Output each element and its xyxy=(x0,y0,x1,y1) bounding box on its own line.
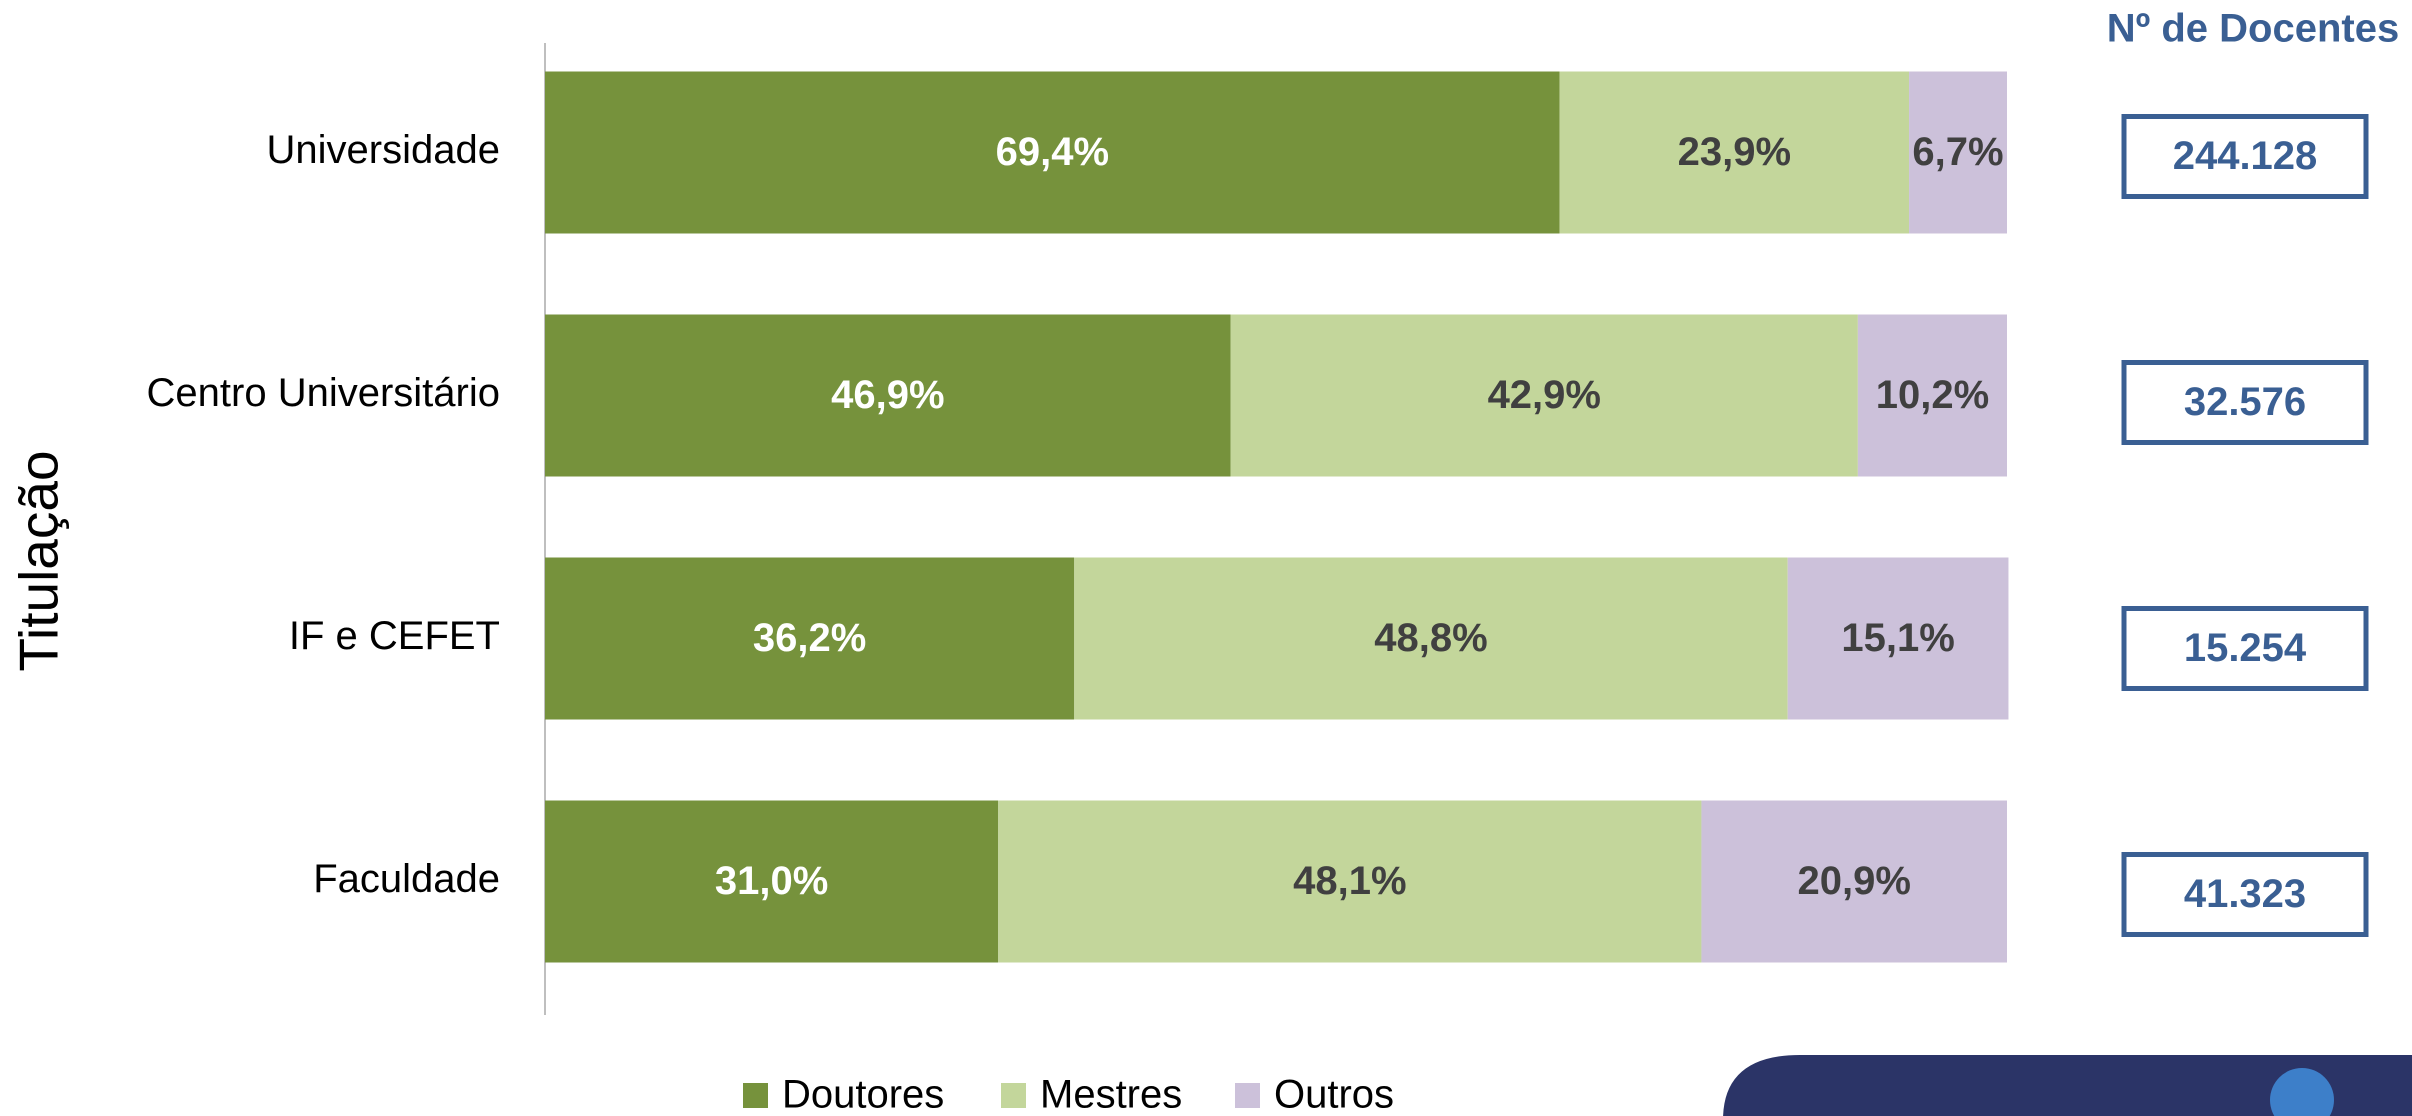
docentes-title: Nº de Docentes xyxy=(2107,7,2399,51)
legend-label: Mestres xyxy=(1040,1073,1182,1116)
docentes-value: 15.254 xyxy=(2184,626,2307,670)
category-label: Universidade xyxy=(267,128,500,172)
value-label: 36,2% xyxy=(753,616,866,660)
bar-segment xyxy=(545,71,1560,234)
legend-label: Doutores xyxy=(782,1073,944,1116)
value-label: 48,8% xyxy=(1374,616,1487,660)
bar-segment xyxy=(1074,557,1788,720)
category-label: Centro Universitário xyxy=(147,371,500,415)
bar-segment xyxy=(545,557,1075,720)
legend-swatch xyxy=(1235,1083,1260,1108)
bar-segment xyxy=(998,800,1702,963)
value-label: 10,2% xyxy=(1876,373,1989,417)
docentes-value: 32.576 xyxy=(2184,380,2306,424)
value-label: 20,9% xyxy=(1798,859,1911,903)
logo-globe xyxy=(2270,1068,2334,1116)
footer-banner xyxy=(1723,1055,2412,1116)
bar-segment xyxy=(545,314,1231,477)
docentes-box xyxy=(2121,360,2369,445)
value-label: 31,0% xyxy=(715,859,828,903)
bar-segment xyxy=(1909,71,2007,234)
bar-segment xyxy=(1701,800,2007,963)
docentes-box xyxy=(2121,114,2369,199)
bar-segment xyxy=(1857,314,2007,477)
value-label: 48,1% xyxy=(1293,859,1406,903)
value-label: 69,4% xyxy=(996,130,1109,174)
docentes-value: 41.323 xyxy=(2184,872,2306,916)
value-label: 6,7% xyxy=(1912,130,2003,174)
bar-segment xyxy=(545,800,999,963)
value-label: 15,1% xyxy=(1841,616,1954,660)
category-label: Faculdade xyxy=(313,857,500,901)
legend-swatch xyxy=(1001,1083,1026,1108)
docentes-value: 244.128 xyxy=(2173,134,2318,178)
value-label: 23,9% xyxy=(1678,130,1791,174)
y-axis-label: Titulação xyxy=(8,450,70,671)
legend-label: Outros xyxy=(1274,1073,1394,1116)
bar-segment xyxy=(1787,557,2009,720)
bar-segment xyxy=(1230,314,1858,477)
category-label: IF e CEFET xyxy=(289,614,500,658)
bar-segment xyxy=(1559,71,1910,234)
value-label: 42,9% xyxy=(1488,373,1601,417)
legend-swatch xyxy=(743,1083,768,1108)
docentes-box xyxy=(2121,606,2369,691)
docentes-box xyxy=(2121,852,2369,937)
value-label: 46,9% xyxy=(831,373,944,417)
